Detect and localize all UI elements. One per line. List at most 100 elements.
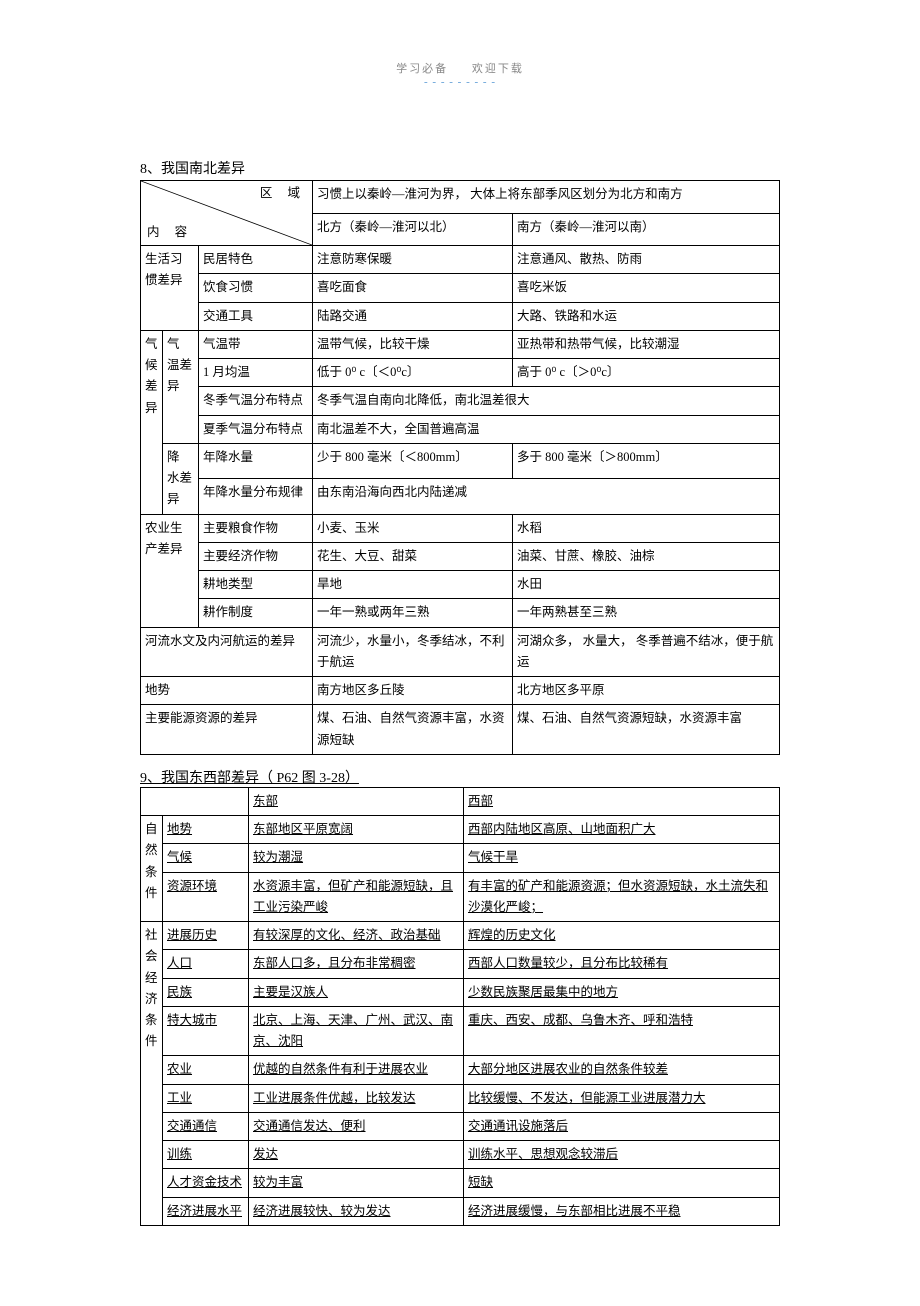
- row-label: 资源环境: [163, 872, 249, 922]
- row-e: 较为丰富: [249, 1169, 464, 1197]
- row-label: 主要经济作物: [199, 542, 313, 570]
- row-label: 民居特色: [199, 246, 313, 274]
- diag-top-label: 区 域: [260, 183, 306, 204]
- row-w: 交通通讯设施落后: [464, 1112, 780, 1140]
- row-w: 重庆、西安、成都、乌鲁木齐、呼和浩特: [464, 1006, 780, 1056]
- row-e: 东部地区平原宽阔: [249, 816, 464, 844]
- row-w: 气候干旱: [464, 844, 780, 872]
- row-e: 东部人口多，且分布非常稠密: [249, 950, 464, 978]
- row-s: 北方地区多平原: [513, 677, 780, 705]
- section8-title: 8、我国南北差异: [140, 158, 780, 178]
- row-label: 气候: [163, 844, 249, 872]
- west-header: 西部: [464, 787, 780, 815]
- row-e: 经济进展较快、较为发达: [249, 1197, 464, 1225]
- row-label: 特大城市: [163, 1006, 249, 1056]
- diag-bottom-label: 内 容: [147, 222, 193, 243]
- row-n: 喜吃面食: [313, 274, 513, 302]
- row-w: 短缺: [464, 1169, 780, 1197]
- row-w: 西部内陆地区高原、山地面积广大: [464, 816, 780, 844]
- group-agri: 农业生产差异: [141, 514, 199, 627]
- row-w: 西部人口数量较少，且分布比较稀有: [464, 950, 780, 978]
- row-n: 温带气候，比较干燥: [313, 330, 513, 358]
- row-label: 训练: [163, 1141, 249, 1169]
- row-w: 大部分地区进展农业的自然条件较差: [464, 1056, 780, 1084]
- row-e: 水资源丰富，但矿产和能源短缺，且工业污染严峻: [249, 872, 464, 922]
- row-label: 交通工具: [199, 302, 313, 330]
- header-left: 学习必备: [396, 63, 448, 75]
- row-e: 交通通信发达、便利: [249, 1112, 464, 1140]
- row-label: 年降水量分布规律: [199, 479, 313, 514]
- row-s: 一年两熟甚至三熟: [513, 599, 780, 627]
- row-w: 少数民族聚居最集中的地方: [464, 978, 780, 1006]
- row-label: 主要粮食作物: [199, 514, 313, 542]
- row-w: 训练水平、思想观念较滞后: [464, 1141, 780, 1169]
- row-merged: 由东南沿海向西北内陆递减: [313, 479, 780, 514]
- east-header: 东部: [249, 787, 464, 815]
- row-label: 经济进展水平: [163, 1197, 249, 1225]
- row-label: 年降水量: [199, 443, 313, 478]
- row-n: 小麦、玉米: [313, 514, 513, 542]
- row-e: 主要是汉族人: [249, 978, 464, 1006]
- row-s: 多于 800 毫米〔＞800mm〕: [513, 443, 780, 478]
- row-w: 比较缓慢、不发达，但能源工业进展潜力大: [464, 1084, 780, 1112]
- blank-cell: [141, 787, 249, 815]
- row-label: 交通通信: [163, 1112, 249, 1140]
- row-merged: 南北温差不大，全国普遍高温: [313, 415, 780, 443]
- section9-title: 9、我国东西部差异（ P62 图 3-28）: [140, 767, 780, 787]
- header-dashes: - - - - - - - - -: [424, 76, 496, 88]
- table-east-west: 东部 西部 自然条件 地势 东部地区平原宽阔 西部内陆地区高原、山地面积广大 气…: [140, 787, 780, 1226]
- row-label: 民族: [163, 978, 249, 1006]
- row-s: 大路、铁路和水运: [513, 302, 780, 330]
- group-society: 社会经济条件: [141, 922, 163, 1226]
- row-e: 工业进展条件优越，比较发达: [249, 1084, 464, 1112]
- row-e: 较为潮湿: [249, 844, 464, 872]
- north-header: 北方（秦岭—淮河以北）: [313, 213, 513, 246]
- row-label: 农业: [163, 1056, 249, 1084]
- row-s: 河湖众多， 水量大， 冬季普遍不结冰，便于航运: [513, 627, 780, 677]
- row-label: 饮食习惯: [199, 274, 313, 302]
- row-s: 油菜、甘蔗、橡胶、油棕: [513, 542, 780, 570]
- row-e: 北京、上海、天津、广州、武汉、南京、沈阳: [249, 1006, 464, 1056]
- row-s: 煤、石油、自然气资源短缺，水资源丰富: [513, 705, 780, 755]
- row-n: 陆路交通: [313, 302, 513, 330]
- row-s: 喜吃米饭: [513, 274, 780, 302]
- row-energy-label: 主要能源资源的差异: [141, 705, 313, 755]
- row-e: 发达: [249, 1141, 464, 1169]
- row-n: 注意防寒保暖: [313, 246, 513, 274]
- row-n: 花生、大豆、甜菜: [313, 542, 513, 570]
- group-climate: 气候差异: [141, 330, 163, 514]
- row-label: 1 月均温: [199, 359, 313, 387]
- row-s: 注意通风、散热、防雨: [513, 246, 780, 274]
- row-w: 辉煌的历史文化: [464, 922, 780, 950]
- row-river-label: 河流水文及内河航运的差异: [141, 627, 313, 677]
- row-w: 有丰富的矿产和能源资源；但水资源短缺，水土流失和沙漠化严峻；: [464, 872, 780, 922]
- row-s: 水稻: [513, 514, 780, 542]
- row-terrain-label: 地势: [141, 677, 313, 705]
- row-label: 进展历史: [163, 922, 249, 950]
- row-s: 亚热带和热带气候，比较潮湿: [513, 330, 780, 358]
- row-label: 人口: [163, 950, 249, 978]
- subgroup-temp: 气 温差异: [163, 330, 199, 443]
- row-n: 煤、石油、自然气资源丰富，水资源短缺: [313, 705, 513, 755]
- south-header: 南方（秦岭—淮河以南）: [513, 213, 780, 246]
- row-merged: 冬季气温自南向北降低，南北温差很大: [313, 387, 780, 415]
- row-label: 耕地类型: [199, 571, 313, 599]
- row-e: 有较深厚的文化、经济、政治基础: [249, 922, 464, 950]
- row-label: 地势: [163, 816, 249, 844]
- row-s: 高于 0⁰ c〔＞0⁰c〕: [513, 359, 780, 387]
- row-w: 经济进展缓慢，与东部相比进展不平稳: [464, 1197, 780, 1225]
- banner-cell: 习惯上以秦岭—淮河为界， 大体上将东部季风区划分为北方和南方: [313, 181, 780, 214]
- row-label: 耕作制度: [199, 599, 313, 627]
- row-e: 优越的自然条件有利于进展农业: [249, 1056, 464, 1084]
- row-n: 河流少，水量小，冬季结冰，不利于航运: [313, 627, 513, 677]
- row-label: 气温带: [199, 330, 313, 358]
- group-life: 生活习惯差异: [141, 246, 199, 331]
- page-header: 学习必备 欢迎下载 - - - - - - - - -: [140, 60, 780, 88]
- row-n: 少于 800 毫米〔＜800mm〕: [313, 443, 513, 478]
- table-north-south: 区 域 内 容 习惯上以秦岭—淮河为界， 大体上将东部季风区划分为北方和南方 北…: [140, 180, 780, 755]
- row-n: 南方地区多丘陵: [313, 677, 513, 705]
- diag-header-cell: 区 域 内 容: [141, 181, 313, 246]
- header-right: 欢迎下载: [472, 63, 524, 75]
- row-s: 水田: [513, 571, 780, 599]
- subgroup-rain: 降 水差异: [163, 443, 199, 514]
